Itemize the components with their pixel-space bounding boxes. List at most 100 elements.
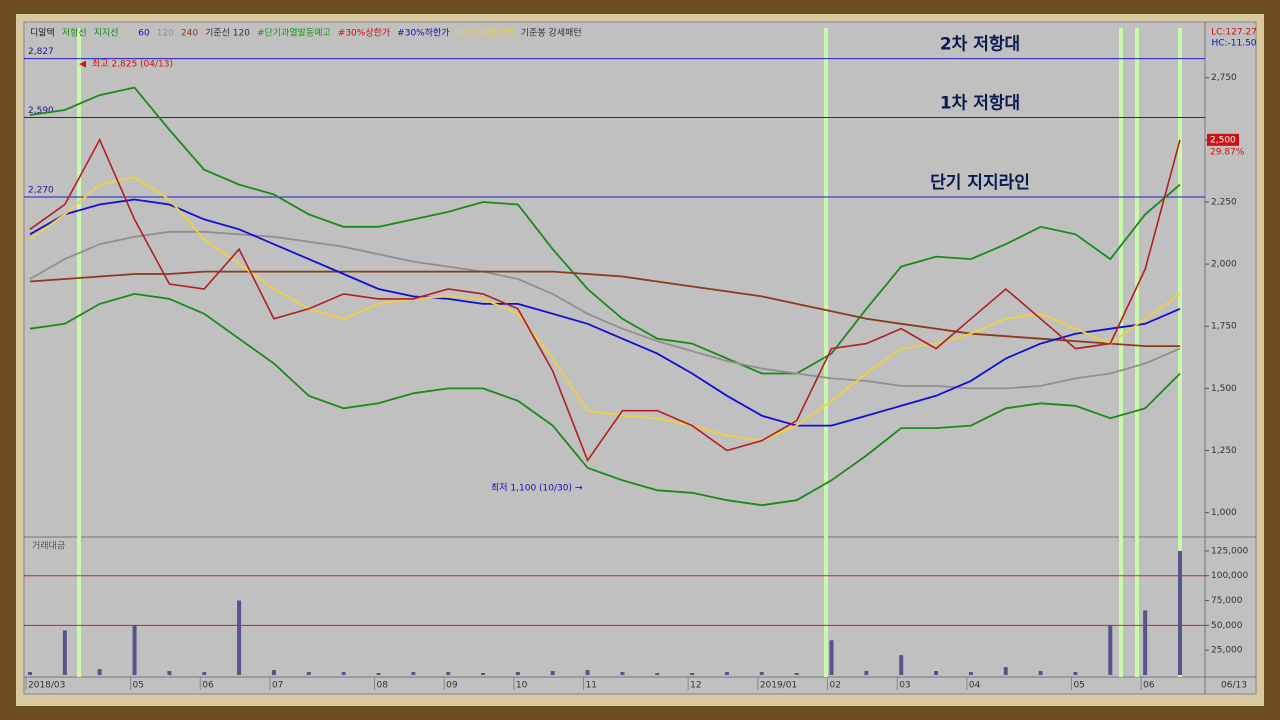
volume-bar [202,672,207,675]
volume-bar [306,672,311,675]
x-tick-label: 06 [1143,681,1155,691]
legend-item: #단기과열발동예고 [257,28,331,39]
y-tick-label: 2,750 [1211,73,1237,83]
x-tick-label: 05 [133,681,144,691]
x-tick-label: 03 [899,681,910,691]
arrow: ◀ [79,60,86,70]
volume-bar [132,625,137,675]
x-tick-label: 12 [690,681,701,691]
volume-bar [759,672,764,675]
arrow: → [575,484,583,494]
series-line [29,270,1180,347]
volume-bar [1073,672,1078,675]
volume-bar [690,673,695,675]
legend-item: 저항선 [62,28,87,39]
y-tick-label: 125,000 [1211,546,1248,556]
volume-bar [550,671,555,675]
series-line [29,86,1181,375]
volume-bar [1038,671,1043,675]
volume-bar [28,672,32,675]
volume-bar [724,672,729,675]
volume-bar [446,672,451,675]
x-tick-label: 06 [202,681,214,691]
volume-bar [341,672,346,675]
volume-bar [864,671,869,675]
volume-bar [271,670,276,675]
x-end-label: 06/13 [1221,681,1247,691]
hc-label: HC:-11.50 [1211,39,1256,49]
y-tick-label: 50,000 [1211,621,1243,631]
legend-item: 디알텍 [30,28,55,39]
y-tick-label: 2,000 [1211,260,1237,270]
y-tick-label: 1,500 [1211,384,1237,394]
legend-item: #단기과열지정 [457,28,514,39]
volume-bar [167,671,172,675]
legend: 디알텍 저항선 지지선 5 60 120 240 기준선 120 #단기과열발동예고 #30%상한… [30,28,582,39]
volume-bar [794,673,799,675]
legend-item: 기준선 120 [205,28,250,39]
legend-item: 지지선 [94,28,119,39]
volume-bar [1178,550,1182,675]
x-tick-label: 2019/01 [760,681,797,691]
level-note: 1차 저항대 [940,92,1020,113]
volume-bar [97,669,102,675]
x-tick-label: 10 [516,681,528,691]
volume-bar [411,672,416,675]
volume-bar [1108,625,1113,675]
legend-item: #30%하한가 [397,28,449,39]
volume-bar [376,673,381,675]
volume-bar [1143,610,1148,675]
volume-bar [934,671,939,675]
volume-bar [585,670,590,675]
plot: 1,000 1,250 1,500 1,750 2,000 2,250 2,500 2,750… [24,34,1248,691]
level-note: 단기 지지라인 [930,173,1030,193]
y-tick-label: 1,000 [1211,508,1237,518]
volume-bar [829,640,834,675]
legend-item: 240 [181,29,198,39]
volume-title: 거래대금 [32,541,65,552]
legend-item: 기준봉 강세패턴 [521,28,582,39]
legend-item: 5 [126,29,132,39]
series-line [29,198,1181,427]
level-label: 2,590 [28,106,54,116]
volume-bar [620,672,625,675]
series-line [29,137,1181,463]
x-tick-label: 02 [830,681,841,691]
volume-bar [655,673,660,675]
x-tick-label: 07 [272,681,283,691]
series-line [29,292,1181,507]
level-note: 2차 저항대 [940,34,1020,55]
y-tick-label: 1,750 [1211,322,1237,332]
volume-bar [237,600,242,675]
x-tick-label: 04 [969,681,981,691]
lc-label: LC:127.27 [1211,28,1257,38]
x-tick-label: 2018/03 [28,681,65,691]
series-line [29,176,1181,442]
volume-bar [515,672,520,675]
x-tick-label: 05 [1073,681,1084,691]
last-price-box [1207,133,1239,146]
annotation: 최저 1,100 (10/30) [491,483,572,494]
legend-item: #30%상한가 [338,28,390,39]
last-price-label: 2,500 [1210,135,1236,145]
legend-item: 120 [157,29,174,39]
y-tick-label: 100,000 [1211,571,1248,581]
volume-bar [968,672,973,675]
x-tick-label: 08 [376,681,388,691]
volume-bar [1003,667,1008,675]
annotation: 최고 2,825 (04/13) [92,59,173,70]
x-tick-label: 09 [446,681,458,691]
last-change: 29.87% [1210,147,1245,157]
x-tick-label: 11 [586,681,597,691]
y-tick-label: 2,250 [1211,197,1237,207]
volume-bar [62,630,67,675]
level-label: 2,827 [28,47,54,57]
y-tick-label: 75,000 [1211,596,1243,606]
y-tick-label: 25,000 [1211,646,1243,656]
volume-bar [481,673,486,675]
volume-bar [899,655,904,675]
y-tick-label: 1,250 [1211,446,1237,456]
legend-item: 60 [138,29,150,39]
